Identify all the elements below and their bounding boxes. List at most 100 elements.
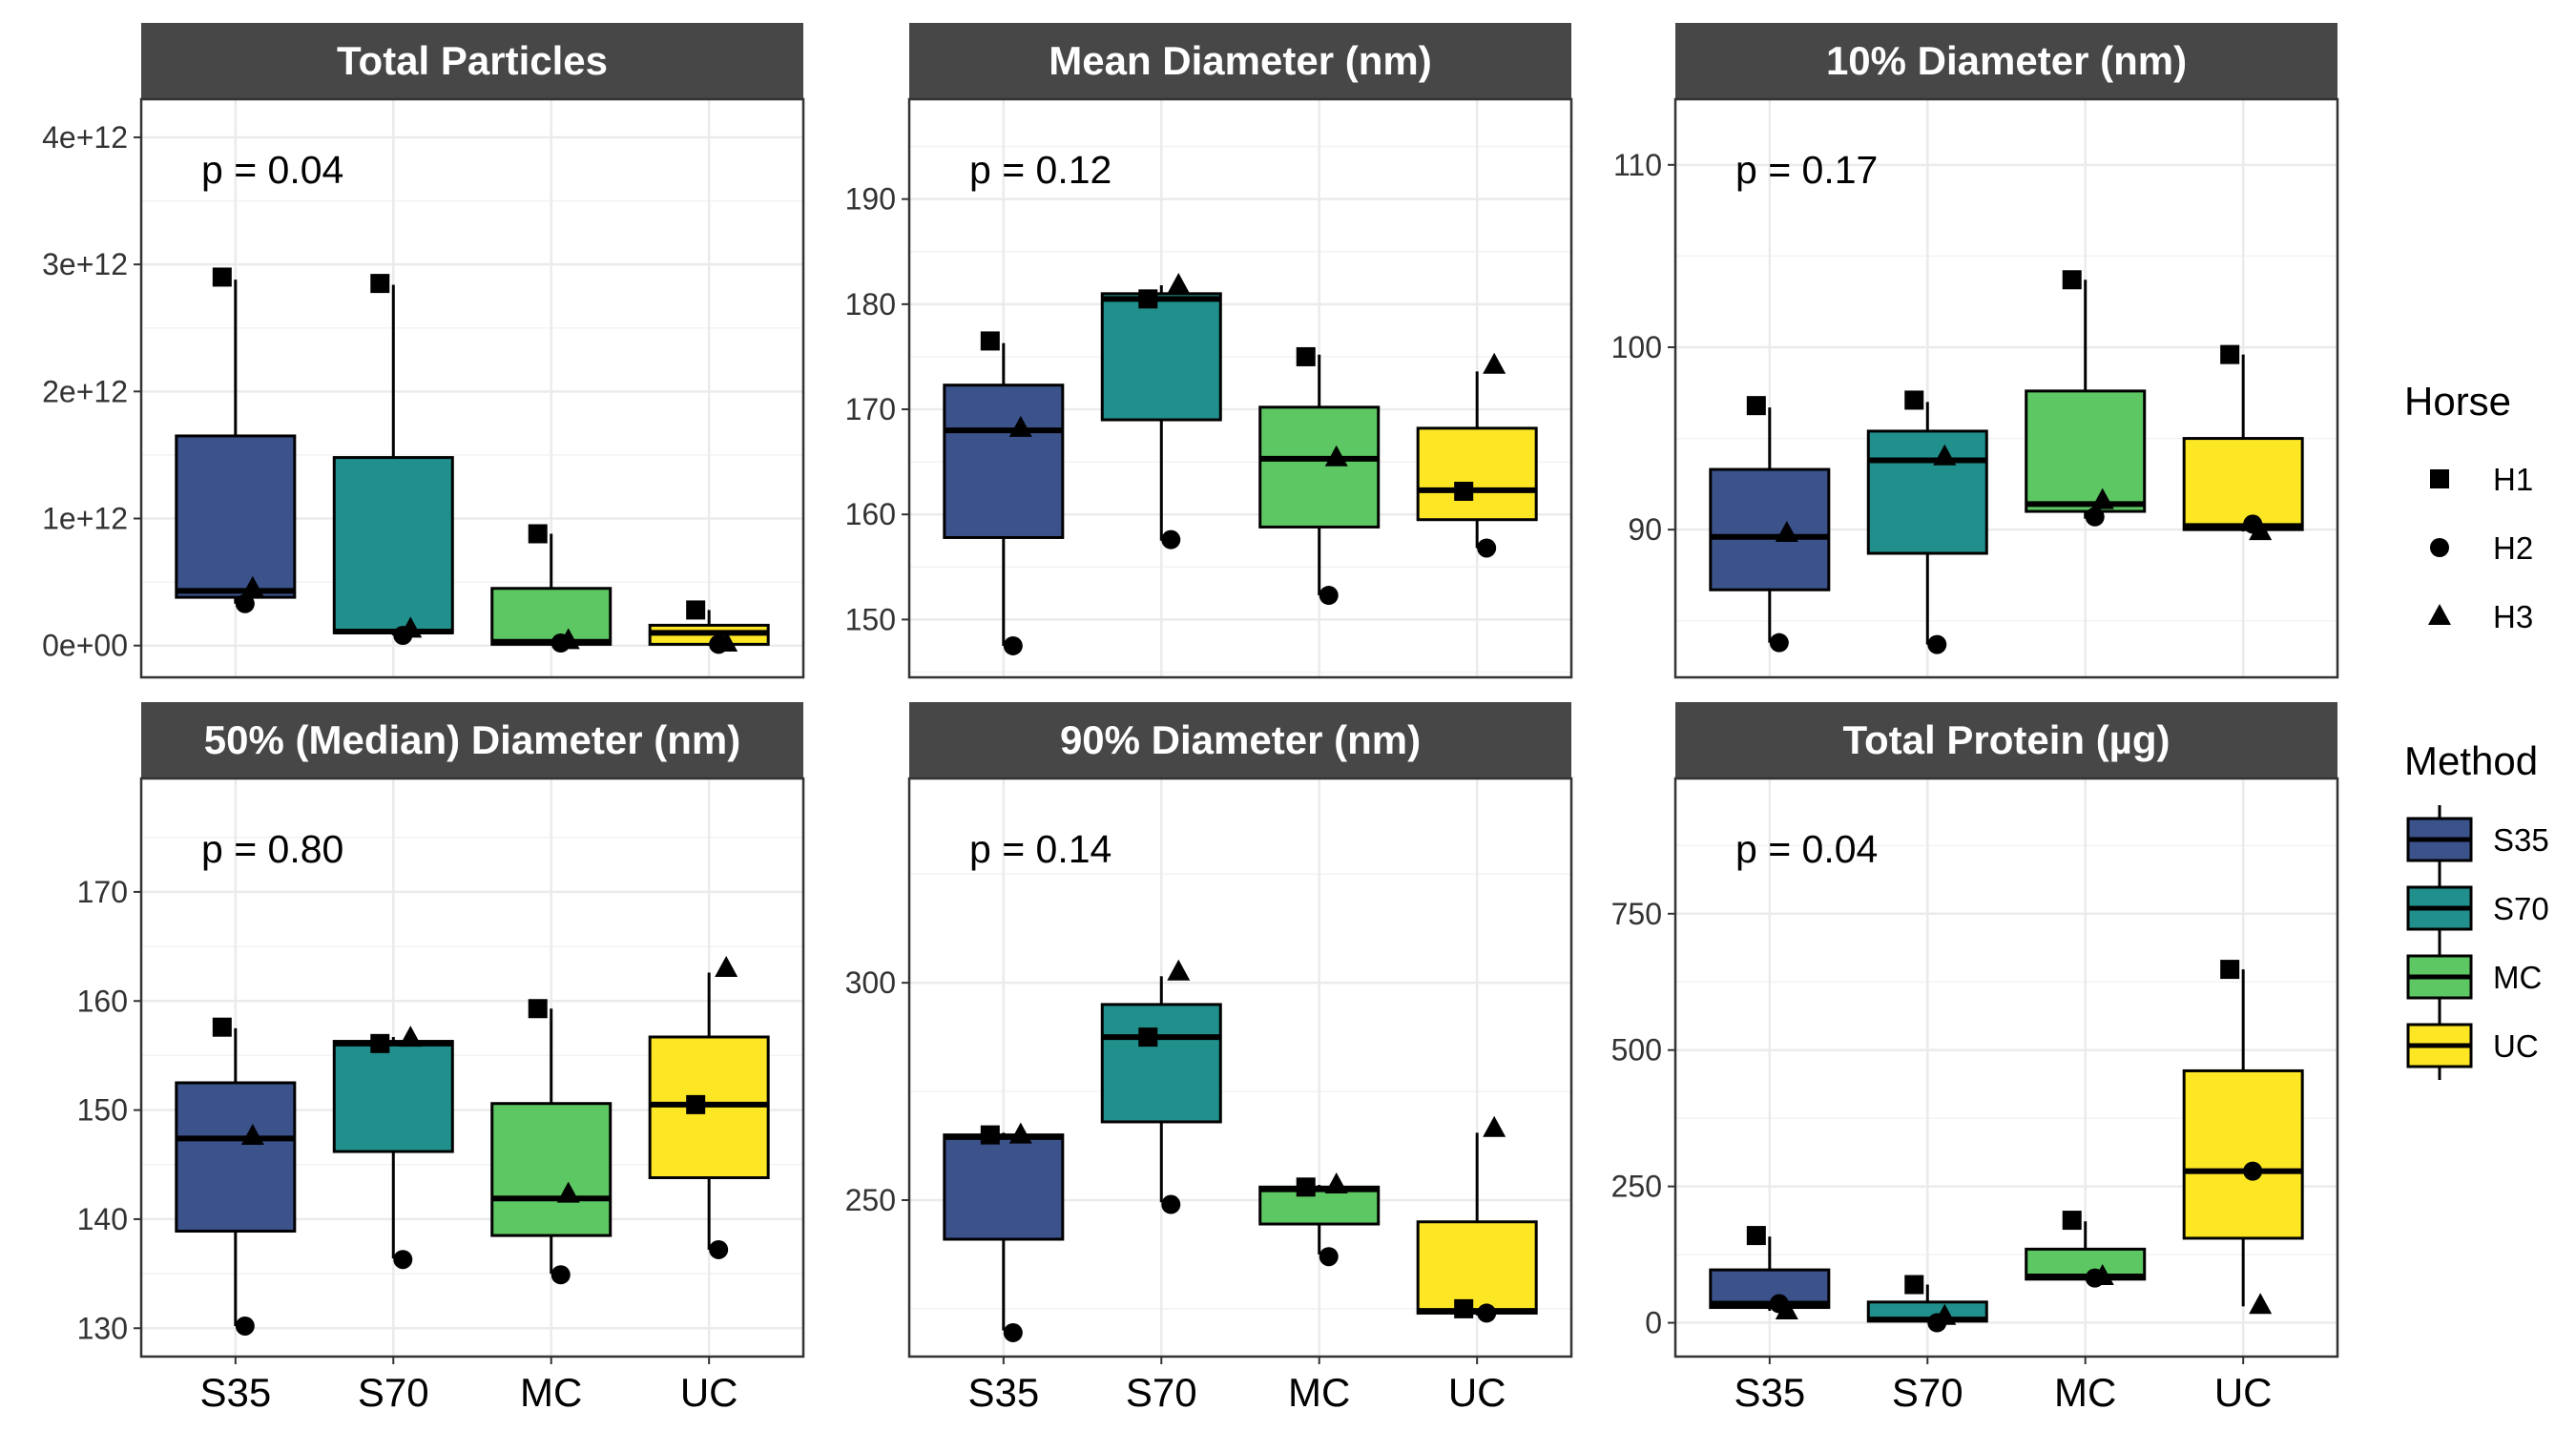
panel-border <box>907 777 1573 1358</box>
panel-3: 10% Diameter (nm) 90 100 110 p = 0.17 <box>1611 23 2339 679</box>
p-value-label: p = 0.04 <box>1735 827 1878 871</box>
panel-5: 90% Diameter (nm) 250 300 p = 0.14 S35 S70 MC U… <box>845 702 1573 1415</box>
p-value-label: p = 0.80 <box>201 827 343 871</box>
point-h3-s35 <box>240 575 264 597</box>
point-h1-s35 <box>980 1125 1000 1145</box>
point-h3-s35 <box>1008 1122 1032 1144</box>
y-tick-label: 90 <box>1628 512 1662 547</box>
box-S70 <box>332 284 454 636</box>
y-tick-label: 150 <box>77 1093 128 1128</box>
box-S70 <box>1100 976 1222 1203</box>
point-h1-s70 <box>1904 390 1924 410</box>
panel-border <box>139 97 805 679</box>
point-h1-s70 <box>1904 1275 1924 1295</box>
y-tick-label: 170 <box>845 392 896 426</box>
point-h1-s35 <box>212 267 232 287</box>
box-S35 <box>943 342 1065 646</box>
point-h2-uc <box>709 1239 729 1259</box>
x-tick-label: UC <box>2214 1370 2273 1415</box>
legend-label-method: MC <box>2493 960 2542 995</box>
panel-title: 10% Diameter (nm) <box>1826 38 2187 83</box>
point-h1-uc <box>1454 481 1474 501</box>
box-body <box>943 384 1065 539</box>
point-h3-s70 <box>1167 273 1191 295</box>
point-h2-uc <box>2243 1161 2263 1181</box>
box-S35 <box>175 280 297 604</box>
x-tick-label: S70 <box>1126 1370 1197 1415</box>
y-tick-label: 250 <box>1611 1170 1662 1204</box>
point-h1-uc <box>2220 960 2240 980</box>
y-tick-label: 300 <box>845 965 896 1000</box>
y-tick-label: 130 <box>77 1311 128 1345</box>
point-h1-mc <box>2062 270 2082 290</box>
y-tick-label: 2e+12 <box>42 374 128 408</box>
y-tick-label: 180 <box>845 287 896 321</box>
p-value-label: p = 0.12 <box>969 148 1111 192</box>
point-h3-mc <box>1324 445 1348 467</box>
point-h2-mc <box>1319 1247 1339 1267</box>
box-MC <box>490 1008 613 1275</box>
x-tick-label: MC <box>2054 1370 2116 1415</box>
point-h1-uc <box>2220 344 2240 364</box>
point-h1-s35 <box>1746 1226 1766 1246</box>
legend-circle-icon <box>2430 538 2449 557</box>
point-h2-mc <box>551 1265 571 1285</box>
point-h2-uc <box>1477 1303 1497 1323</box>
panel-background <box>1675 778 2337 1357</box>
legend-label-method: UC <box>2493 1028 2539 1064</box>
point-h2-s70 <box>393 1250 413 1270</box>
p-value-label: p = 0.04 <box>201 148 343 192</box>
box-MC <box>2025 280 2147 519</box>
panel-title: Total Protein (µg) <box>1842 717 2170 762</box>
box-body <box>175 434 297 599</box>
point-h1-s35 <box>1746 396 1766 416</box>
point-h1-mc <box>528 524 548 544</box>
y-tick-label: 140 <box>77 1202 128 1236</box>
box-body <box>332 456 454 634</box>
y-tick-label: 150 <box>845 602 896 636</box>
y-tick-label: 170 <box>77 875 128 909</box>
x-tick-label: UC <box>1448 1370 1506 1415</box>
x-tick-label: MC <box>520 1370 582 1415</box>
y-tick-label: 750 <box>1611 897 1662 931</box>
panel-4: 50% (Median) Diameter (nm) 130 140 150 160 17… <box>77 702 805 1415</box>
point-h1-mc <box>1296 346 1316 366</box>
box-S70 <box>1866 1284 1988 1323</box>
point-h3-uc <box>2249 519 2273 541</box>
panel-2: Mean Diameter (nm) 150 160 170 180 190 p = 0.1… <box>845 23 1573 679</box>
p-value-label: p = 0.17 <box>1735 148 1878 192</box>
point-h3-mc <box>1324 1172 1348 1194</box>
box-UC <box>1416 371 1538 549</box>
point-h2-s70 <box>1161 529 1181 550</box>
box-body <box>1258 1185 1381 1226</box>
box-body <box>943 1133 1065 1241</box>
point-h3-uc <box>1483 1115 1506 1137</box>
panel-title: 50% (Median) Diameter (nm) <box>204 717 740 762</box>
point-h3-s70 <box>1933 1303 1957 1325</box>
legend-square-icon <box>2430 469 2449 488</box>
box-S35 <box>1709 1236 1831 1311</box>
box-body <box>1100 1003 1222 1124</box>
legend-triangle-icon <box>2428 604 2451 625</box>
point-h3-mc <box>2090 487 2114 509</box>
y-tick-label: 160 <box>845 497 896 531</box>
y-tick-label: 0 <box>1645 1306 1662 1340</box>
x-tick-label: S70 <box>358 1370 429 1415</box>
box-UC <box>2182 969 2304 1307</box>
point-h1-s35 <box>212 1017 232 1037</box>
strip-header <box>1675 23 2337 99</box>
strip-header <box>141 23 803 99</box>
y-tick-label: 3e+12 <box>42 247 128 281</box>
box-body <box>2025 389 2147 513</box>
p-value-label: p = 0.14 <box>969 827 1111 871</box>
point-h1-uc <box>1454 1298 1474 1318</box>
box-S70 <box>1866 402 1988 645</box>
box-UC <box>648 972 770 1250</box>
point-h2-mc <box>1319 586 1339 606</box>
point-h2-s35 <box>1769 633 1789 653</box>
legend-label-horse: H3 <box>2493 599 2533 634</box>
box-UC <box>2182 354 2304 532</box>
x-tick-label: S70 <box>1892 1370 1963 1415</box>
panel-6: Total Protein (µg) 0 250 500 750 p = 0.04 S35 S… <box>1611 702 2339 1415</box>
